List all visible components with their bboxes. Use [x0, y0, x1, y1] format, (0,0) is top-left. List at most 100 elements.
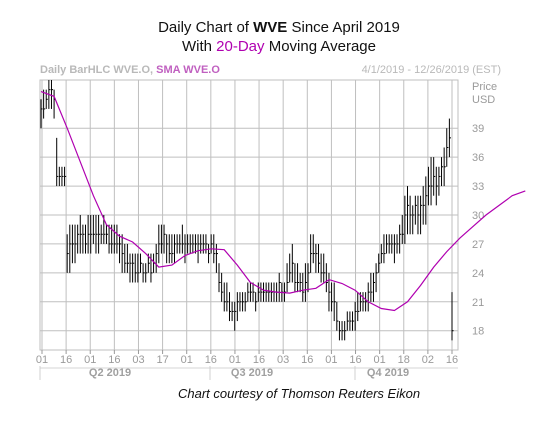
hlc-bar — [176, 234, 179, 254]
hlc-bar — [105, 224, 109, 244]
x-tick-label: 01 — [229, 354, 241, 366]
hlc-bar — [438, 166, 441, 196]
hlc-bar — [328, 272, 331, 312]
hlc-bar — [393, 234, 397, 264]
hlc-bar — [406, 186, 410, 235]
y-axis-title: USD — [472, 94, 495, 106]
title-ticker: WVE — [253, 19, 288, 36]
hlc-bar — [433, 157, 436, 196]
date-range-caption: 4/1/2019 - 12/26/2019 (EST) — [361, 64, 501, 76]
hlc-bar — [221, 272, 224, 302]
hlc-bar — [304, 263, 308, 302]
hlc-bar — [323, 253, 326, 283]
hlc-bar — [388, 234, 391, 254]
hlc-bar — [310, 234, 313, 273]
x-tick-label: 16 — [446, 354, 458, 366]
hlc-bar — [92, 215, 95, 244]
bar-series-caption: Daily BarHLC WVE.O, — [40, 64, 157, 76]
y-tick-label: 18 — [472, 326, 484, 338]
hlc-bar — [247, 282, 250, 302]
hlc-bar — [166, 234, 169, 264]
hlc-bar — [370, 272, 373, 302]
hlc-bar — [331, 282, 334, 312]
quarter-label: Q2 2019 — [89, 367, 131, 379]
hlc-bar — [184, 234, 187, 264]
hlc-bar — [236, 292, 239, 322]
hlc-bar — [155, 243, 158, 273]
hlc-bar — [82, 224, 85, 254]
hlc-bar — [137, 253, 140, 283]
hlc-bar — [420, 195, 423, 235]
hlc-bar — [260, 282, 263, 302]
hlc-bar — [64, 166, 67, 187]
hlc-bar — [299, 272, 302, 293]
hlc-bar — [263, 282, 266, 302]
hlc-bar — [215, 243, 218, 273]
quarter-label: Q4 2019 — [367, 367, 409, 379]
hlc-bar — [268, 282, 271, 302]
hlc-bar — [249, 282, 253, 302]
hlc-bar — [386, 234, 389, 254]
hlc-bar — [265, 282, 268, 302]
hlc-bar — [174, 234, 177, 264]
hlc-bar — [189, 234, 192, 254]
hlc-bar — [291, 243, 294, 283]
hlc-bar — [354, 301, 357, 331]
hlc-bar — [108, 224, 111, 254]
hlc-bar — [362, 292, 365, 312]
x-tick-label: 16 — [301, 354, 313, 366]
hlc-bar — [40, 99, 43, 129]
hlc-bar — [255, 292, 258, 312]
hlc-bar — [435, 166, 438, 206]
hlc-bar — [239, 292, 242, 312]
hlc-bar — [74, 224, 77, 264]
hlc-bar — [45, 89, 48, 109]
hlc-bar — [56, 137, 59, 187]
hlc-bar — [270, 282, 273, 302]
hlc-bar — [121, 234, 124, 273]
hlc-bar — [181, 224, 184, 254]
hlc-bar — [234, 301, 237, 331]
subtitle-prefix: With — [182, 38, 217, 55]
hlc-bar — [396, 234, 399, 254]
x-tick-label: 03 — [132, 354, 144, 366]
hlc-bar — [422, 186, 425, 225]
title-suffix: Since April 2019 — [287, 19, 400, 36]
sma-series-caption: SMA WVE.O — [156, 64, 220, 76]
hlc-bar — [98, 215, 101, 254]
hlc-bar — [367, 282, 370, 312]
hlc-bar — [357, 292, 360, 322]
hlc-bar — [79, 215, 82, 254]
hlc-bar — [446, 128, 449, 167]
chart-credit: Chart courtesy of Thomson Reuters Eikon — [178, 386, 421, 401]
hlc-bar — [441, 157, 444, 187]
y-tick-label: 39 — [472, 123, 484, 135]
hlc-bar — [132, 253, 135, 283]
hlc-bar — [289, 253, 292, 283]
hlc-bar — [100, 224, 103, 244]
hlc-bar — [226, 282, 229, 312]
hlc-bar — [451, 292, 454, 341]
hlc-bar — [391, 234, 394, 254]
hlc-bar — [412, 205, 415, 235]
hlc-bar — [205, 234, 208, 254]
y-tick-label: 33 — [472, 181, 484, 193]
hlc-bar — [223, 282, 226, 312]
x-tick-label: 16 — [60, 354, 72, 366]
hlc-bar — [208, 243, 211, 264]
hlc-bar — [50, 80, 54, 109]
hlc-bar — [163, 224, 166, 254]
hlc-bar — [231, 301, 234, 322]
hlc-bar — [228, 292, 232, 322]
hlc-bar — [302, 272, 305, 302]
hlc-bar — [252, 282, 255, 302]
hlc-bar — [168, 234, 171, 264]
hlc-bar — [401, 215, 404, 244]
hlc-bar — [341, 321, 344, 341]
hlc-bar — [344, 321, 347, 341]
hlc-bar — [61, 166, 64, 187]
chart-title-line2: With 20-Day Moving Average — [0, 38, 558, 55]
subtitle-highlight: 20-Day — [216, 38, 265, 55]
hlc-bar — [427, 166, 431, 206]
